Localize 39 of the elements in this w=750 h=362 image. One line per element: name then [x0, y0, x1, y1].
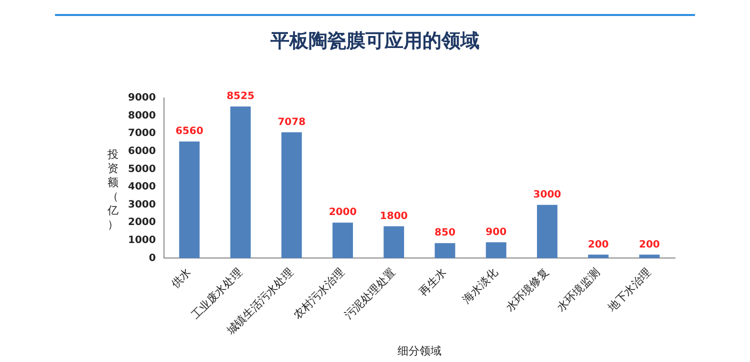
y-tick-label: 5000	[128, 164, 156, 175]
x-tick-label: 供水	[168, 266, 194, 291]
x-tick-label: 水环境监测	[554, 266, 602, 314]
x-tick-label: 再生水	[416, 266, 450, 298]
data-label: 7078	[278, 116, 306, 128]
y-tick-label: 8000	[128, 110, 156, 122]
bar	[384, 226, 404, 258]
y-axis-title: 投资额（亿）	[106, 148, 120, 232]
x-tick-label: 地下水治理	[604, 266, 654, 315]
bar	[332, 222, 353, 258]
y-tick-label: 4000	[128, 182, 156, 193]
bar	[281, 132, 302, 258]
y-tick-label: 0	[148, 252, 156, 264]
y-tick-label: 7000	[128, 128, 156, 140]
bar	[434, 243, 456, 258]
y-tick-label: 1000	[128, 235, 156, 246]
data-label: 1800	[380, 210, 408, 222]
data-label: 8525	[226, 91, 254, 102]
bar	[230, 106, 251, 258]
bar	[179, 141, 200, 258]
data-label: 6560	[175, 126, 204, 138]
data-label: 900	[486, 226, 507, 238]
y-tick-label: 9000	[128, 92, 156, 104]
x-tick-label: 海水淡化	[460, 266, 500, 306]
chart-title: 平板陶瓷膜可应用的领域	[270, 29, 480, 54]
data-label: 850	[434, 228, 456, 239]
bar	[536, 204, 558, 258]
data-label: 200	[639, 239, 660, 250]
y-tick-label: 2000	[128, 217, 156, 228]
bar	[588, 254, 609, 258]
y-tick-label: 3000	[128, 199, 156, 210]
x-tick-label: 水环境修复	[503, 266, 552, 314]
data-label: 2000	[328, 207, 357, 218]
x-axis-title: 细分领域	[397, 344, 442, 358]
data-label: 200	[588, 239, 609, 250]
bar	[639, 254, 660, 258]
y-tick-label: 6000	[128, 146, 156, 158]
data-label: 3000	[533, 189, 562, 200]
bar	[486, 242, 506, 258]
